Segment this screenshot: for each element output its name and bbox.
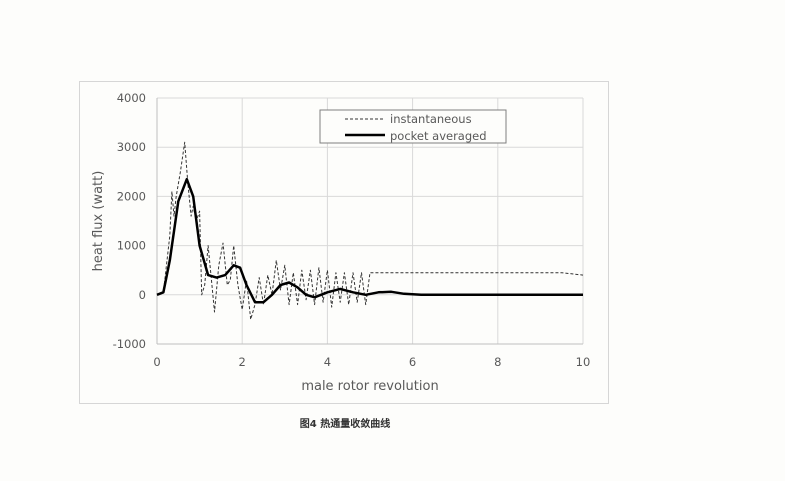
x-tick-label: 6 [409, 355, 416, 369]
x-tick-label: 0 [153, 355, 160, 369]
x-tick-label: 2 [239, 355, 246, 369]
y-tick-label: 4000 [117, 91, 146, 105]
x-tick-label: 10 [576, 355, 591, 369]
tick-labels: 4000 3000 2000 1000 0 -1000 0 2 4 6 8 10 [113, 91, 591, 369]
y-tick-label: 2000 [117, 189, 146, 203]
y-tick-label: 1000 [117, 239, 146, 253]
figure-caption: 图4 热通量收敛曲线 [299, 419, 391, 430]
x-tick-label: 8 [494, 355, 501, 369]
series-pocket-averaged [156, 177, 583, 304]
series-lines [156, 141, 584, 320]
y-tick-label: -1000 [113, 337, 146, 351]
x-tick-label: 4 [324, 355, 331, 369]
y-tick-label: 3000 [117, 140, 146, 154]
x-axis-label: male rotor revolution [301, 379, 438, 394]
axes [156, 98, 583, 345]
legend: instantaneous pocket averaged [319, 109, 507, 144]
y-axis-label: heat flux (watt) [91, 171, 106, 272]
legend-item-pocket-averaged: pocket averaged [390, 129, 487, 143]
y-tick-label: 0 [139, 288, 146, 302]
legend-item-instantaneous: instantaneous [390, 112, 472, 126]
